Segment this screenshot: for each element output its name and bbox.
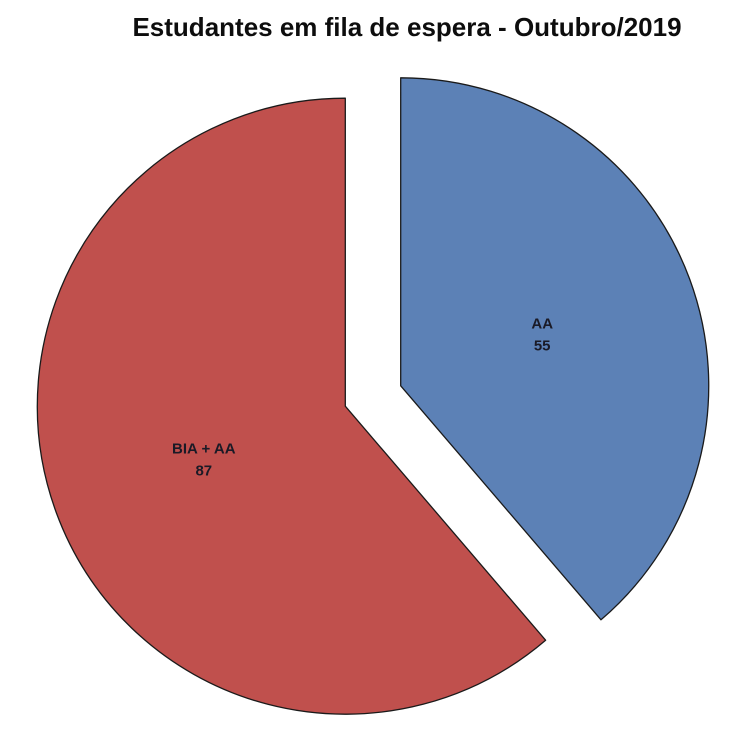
pie-slice-aa xyxy=(400,77,710,621)
pie-slice-label: BIA + AA 87 xyxy=(172,441,236,480)
pie-slice-label: AA 55 xyxy=(531,316,553,355)
chart-title: Estudantes em fila de espera - Outubro/2… xyxy=(132,12,682,42)
pie-slice-bia-aa xyxy=(36,97,547,715)
